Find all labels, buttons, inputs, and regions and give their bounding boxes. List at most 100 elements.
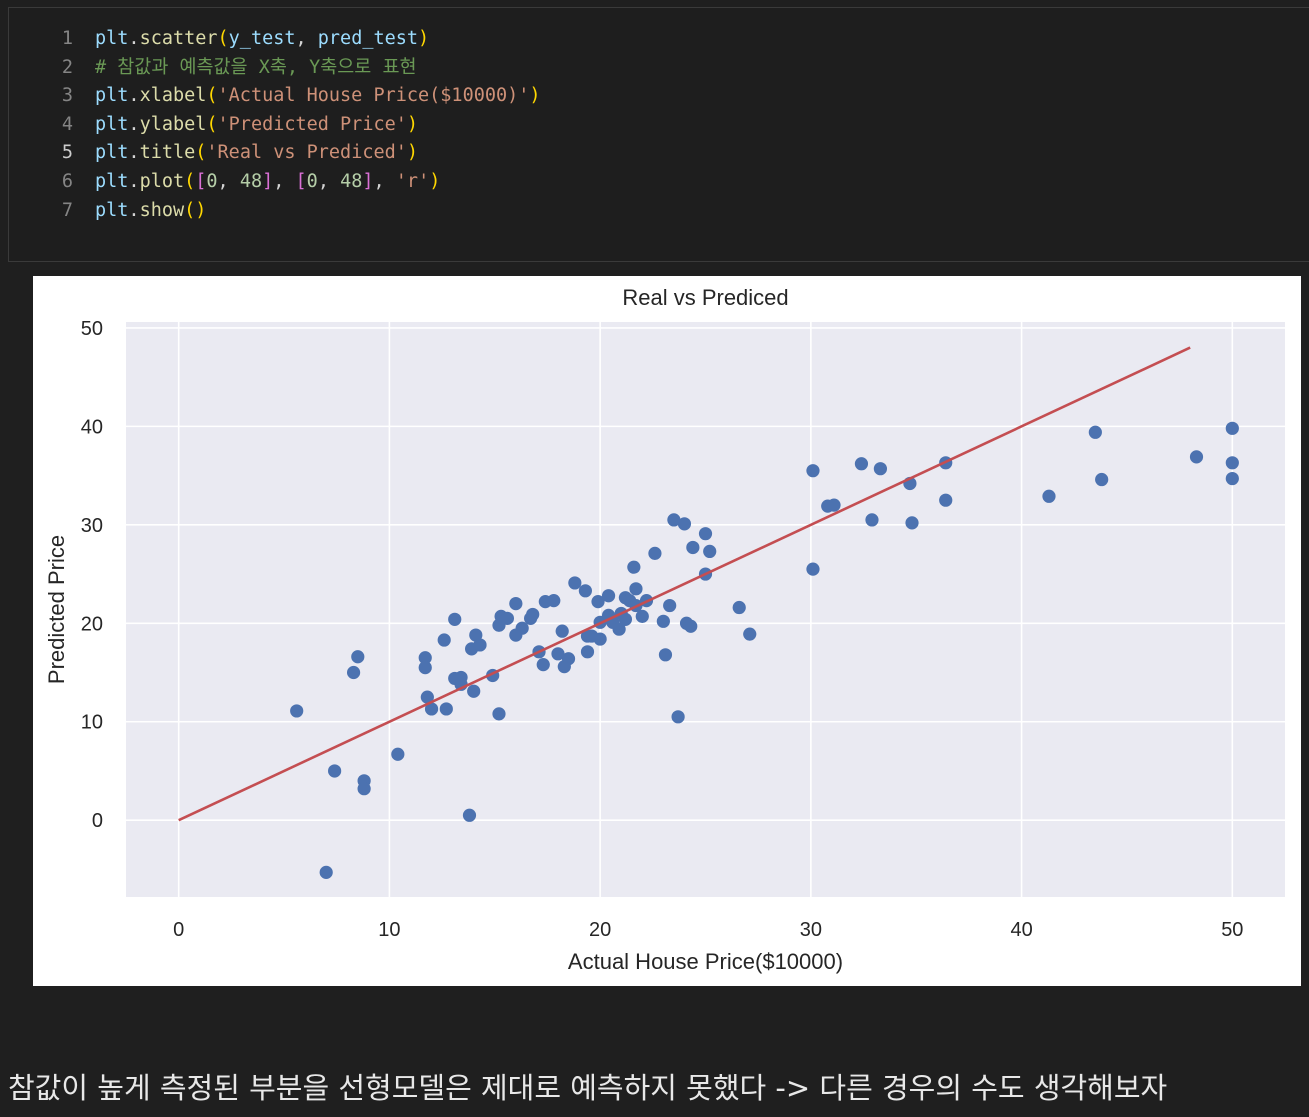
code-token: plt	[95, 142, 129, 164]
plot-area	[126, 322, 1285, 897]
scatter-point	[658, 648, 673, 662]
code-token: ]	[262, 171, 274, 192]
line-number: 2	[61, 56, 73, 78]
scatter-point	[873, 462, 888, 476]
code-token: ,	[373, 171, 396, 192]
code-token: )	[529, 85, 541, 107]
scatter-point	[1088, 425, 1102, 439]
line-number: 3	[61, 85, 73, 107]
y-tick-label: 10	[81, 712, 103, 734]
code-token: (	[217, 28, 229, 49]
code-cell[interactable]: 1 plt.scatter(y_test, pred_test) 2 # 참값과 예측…	[8, 7, 1309, 262]
reference-line	[178, 346, 1191, 822]
scatter-point	[437, 633, 451, 647]
scatter-point	[580, 645, 595, 659]
scatter-point	[469, 628, 483, 642]
scatter-point	[462, 808, 477, 822]
code-token: )	[406, 142, 419, 164]
scatter-point	[448, 612, 462, 626]
code-token: title	[139, 142, 196, 164]
scatter-point	[351, 650, 365, 664]
line-number: 5	[61, 142, 73, 164]
scatter-point	[635, 609, 649, 623]
code-token: plt	[95, 85, 129, 107]
code-token: 'r'	[395, 171, 430, 192]
code-token: show	[139, 199, 185, 221]
scatter-point	[509, 596, 523, 611]
code-token: plt	[95, 171, 129, 192]
x-tick-label: 50	[1221, 919, 1243, 941]
code-token: .	[128, 142, 140, 164]
scatter-point	[677, 517, 692, 531]
code-token: ,	[317, 171, 341, 192]
x-tick-label: 40	[1010, 919, 1032, 941]
scatter-point	[424, 702, 439, 716]
code-token: ()	[184, 199, 207, 221]
code-text[interactable]: plt.title('Real vs Prediced')	[95, 139, 418, 167]
scatter-point	[290, 704, 304, 718]
scatter-point	[439, 702, 453, 716]
code-token: ,	[295, 28, 318, 49]
scatter-point	[865, 513, 879, 527]
code-text[interactable]: plt.show()	[95, 197, 206, 225]
code-token: [	[195, 171, 207, 192]
code-token: )	[429, 171, 441, 192]
scatter-point	[568, 576, 582, 590]
scatter-point	[667, 513, 681, 527]
scatter-point	[551, 647, 565, 661]
code-token: ]	[362, 171, 374, 192]
y-tick-label: 0	[92, 810, 103, 832]
code-token: ,	[273, 171, 296, 192]
scatter-point	[686, 540, 700, 555]
scatter-point	[526, 607, 540, 622]
scatter-point	[905, 516, 919, 530]
code-token: .	[128, 199, 140, 221]
code-token: 0	[206, 171, 218, 192]
grid-lines	[126, 322, 1285, 897]
code-token: .	[128, 113, 140, 135]
scatter-point	[536, 658, 550, 672]
chart-title: Real vs Prediced	[622, 285, 788, 310]
scatter-point	[743, 627, 757, 641]
scatter-point	[547, 594, 561, 608]
scatter-point	[627, 560, 641, 574]
code-token: (	[206, 85, 218, 107]
code-token: plt	[95, 28, 129, 49]
scatter-point	[656, 614, 670, 628]
x-tick-label: 20	[589, 919, 611, 941]
code-token: 0	[306, 171, 318, 192]
scatter-point	[806, 464, 820, 478]
scatter-point	[806, 562, 820, 576]
code-token: 48	[340, 171, 363, 192]
scatter-point	[1225, 471, 1239, 486]
code-text[interactable]: plt.plot([0, 48], [0, 48], 'r')	[95, 168, 440, 196]
scatter-point	[467, 684, 481, 698]
code-text[interactable]: plt.xlabel('Actual House Price($10000)')	[95, 82, 541, 110]
code-token: y_test	[228, 28, 296, 49]
tick-labels: 0 10 20 30 40 50 0 10 20 30 40 50	[81, 318, 1244, 941]
scatter-point	[591, 595, 605, 609]
code-token: # 참값과 예측값을 X축, Y축으로 표현	[95, 56, 417, 78]
x-tick-label: 10	[378, 919, 400, 941]
scatter-point	[1042, 489, 1056, 503]
code-token: ylabel	[139, 113, 207, 135]
scatter-point	[629, 582, 643, 596]
code-text[interactable]: plt.ylabel('Predicted Price')	[95, 111, 418, 139]
code-token: (	[206, 113, 218, 135]
scatter-point	[698, 527, 713, 541]
code-text[interactable]: # 참값과 예측값을 X축, Y축으로 표현	[95, 54, 417, 82]
reference-line-group	[178, 346, 1191, 822]
code-token: pred_test	[317, 28, 419, 49]
scatter-point	[939, 493, 953, 507]
code-token: xlabel	[139, 85, 207, 107]
scatter-point	[648, 546, 662, 560]
code-token: scatter	[139, 28, 218, 49]
code-text[interactable]: plt.scatter(y_test, pred_test)	[95, 25, 429, 53]
code-token: 48	[239, 171, 263, 192]
code-token: 'Real vs Prediced'	[206, 142, 407, 164]
scatter-point	[391, 747, 405, 761]
y-tick-label: 30	[81, 515, 103, 537]
scatter-point	[663, 598, 677, 613]
scatter-point	[854, 457, 869, 471]
